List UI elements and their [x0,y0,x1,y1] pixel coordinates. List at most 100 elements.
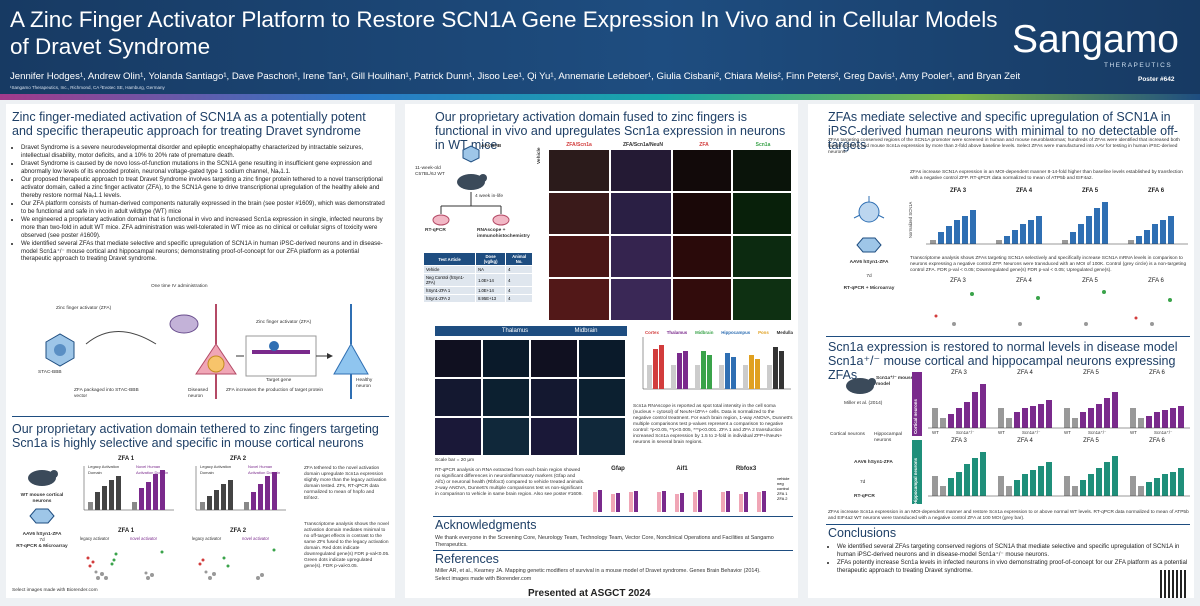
author-list: Jennifer Hodges¹, Andrew Olin¹, Yolanda … [10,71,1020,82]
x-group-label: Scn1a⁺/⁻ [1154,430,1173,435]
micro-panels [549,150,793,322]
mechanism-illustration [45,304,369,399]
flow-step: RT-qPCR & Microarray [16,544,68,549]
list-item: We identified several ZFAs that mediate … [21,240,390,263]
ipsc-workflow: AAV6 hSyn1-ZFA 7d RT-qPCR + Microarray [834,194,904,334]
chart-title: ZFA 5 [1081,188,1099,194]
neuron-icon [853,196,885,223]
ipsc-intro-text: ZFAs targeting conserved regions of the … [828,138,1180,155]
micro-panel [611,236,671,277]
section-divider [12,416,389,417]
chart-title: ZFA 3 [949,188,967,194]
volcano-label: legacy activator [192,536,222,541]
section-divider [433,550,793,551]
micro-panel [673,193,731,234]
section-divider [826,336,1190,337]
intro-bullet-list: Dravet Syndrome is a severe neurodevelop… [12,144,390,264]
micro-panel [531,418,577,455]
list-item: ZFAs potently increase Scn1a levels in i… [837,559,1188,574]
qpcr-bars [593,490,766,512]
volcano-label: legacy activator [80,536,110,541]
ipsc-bar-charts: ZFA 3 ZFA 4 ZFA 5 ZFA 6 Normalized SCN1A [908,188,1192,254]
region-bars [642,337,791,390]
chart-title: ZFA 3 [951,438,967,444]
micro-panel [435,418,481,455]
micro-panel [673,236,731,277]
micro-header: ZFA/Scn1a/NeuN [622,142,663,148]
chart-title: ZFA 4 [1015,188,1033,194]
chart-legend-left: Legacy Activation Domain [200,464,232,475]
footnote: Select images made with Biorender.com [12,588,98,593]
chart-title: ZFA 5 [1083,438,1099,444]
micro-panel [549,193,609,234]
legend-item: neg control [777,481,790,491]
chart-legend-right: Novel Human Activation Domain [136,464,169,475]
micro-panel [435,340,481,377]
table-header: Test Article [422,252,477,266]
ipsc-volcano-plots: ZFA 3 ZFA 4 ZFA 5 ZFA 6 [910,278,1192,332]
flow-step: Miller et al. (2014) [844,401,883,406]
diagram-label-target-gene: Target gene [266,378,292,383]
list-item: Dravet Syndrome is caused by de novo los… [21,160,390,175]
chart-title: ZFA 2 [229,456,247,462]
legend-item: vehicle [777,476,790,481]
flow-label-rnascope: RNAscope + immunohistochemistry [477,228,530,239]
selectivity-text-1: ZFA tethered to the novel activation dom… [304,466,387,501]
x-group-label: WT [998,430,1005,435]
reference-text: Miller AR, et al., Kearney JA. Mapping g… [435,568,761,574]
region-label: Medulla [776,330,793,335]
section-title-conclusions: Conclusions [828,526,897,540]
table-cell: 4 [505,294,533,303]
table-cell: 4 [505,265,533,274]
flow-step: AAV6 hSyn1-ZFA [849,260,889,265]
list-item: We engineered a proprietary activation d… [21,216,390,239]
table-cell: 1.0E+14 [475,286,507,295]
region-header-midbrain: Midbrain [545,326,627,336]
region-bar-chart: Cortex Thalamus Midbrain Hippocampus Pon… [633,330,793,400]
dosing-table: Test Article Dose (vg/kg) Animal No. Veh… [422,252,533,303]
chart-zfa1-activation: ZFA 1 Legacy Activation Domain Novel Hum… [76,456,176,522]
micro-panel [733,150,791,191]
list-item: Our ZFA platform consists of human-deriv… [21,200,390,215]
qpcr-text: RT-qPCR analysis on RNA extracted from e… [435,468,585,497]
flow-step: WT mouse cortical neurons [20,493,64,504]
micro-panel [483,379,529,416]
conclusions-list: We identified several ZFAs targeting con… [828,543,1188,575]
diagram-label-packaged: ZFA packaged into STAC-BBB vector [74,388,139,399]
volcano-label: novel activator [130,536,157,541]
micro-panel [611,193,671,234]
chart-title: Rbfox3 [735,466,757,472]
flow-step: 7d [866,274,872,279]
table-row: Vehicle NA 4 [422,265,533,274]
list-item: We identified several ZFAs targeting con… [837,543,1188,558]
micro-header: ZFA/Scn1a [566,142,592,148]
y-axis-label: Normalized SCN1A [908,201,913,238]
row-band-hippocampal [912,440,922,504]
table-row: hSyn1-ZFA 1 1.0E+14 4 [422,286,533,295]
qpcr-legend: vehicle neg control ZFA 1 ZFA 2 [777,476,793,501]
sangamo-logo: Sangamo THERAPEUTICS [1012,18,1192,69]
mouse-icon [846,378,876,394]
aav-icon [856,237,882,253]
region-label: Hippocampus [721,330,751,335]
row-label: Hippocampal neurons [913,457,918,504]
x-group-label: Scn1a⁺/⁻ [1088,430,1107,435]
section-divider [433,516,793,517]
chart-title: ZFA 4 [1017,438,1033,444]
region-bar-legend: Cortex Thalamus Midbrain Hippocampus Pon… [633,330,793,335]
flow-label-aav: AAV.9HB [481,144,502,149]
chart-legend-left: Legacy Activation Domain [88,464,120,475]
micro-panel [733,279,791,320]
section-title-selectivity: Our proprietary activation domain tether… [12,422,379,450]
diagram-label-diseased: Diseased neuron [188,388,208,399]
chart-title: ZFA 6 [1149,370,1165,376]
chart-title: ZFA 5 [1082,278,1098,284]
qr-code-icon [1160,570,1188,598]
volcano-scatter [86,548,276,580]
row-label: Cortical neurons [913,399,918,434]
flow-step: AAV6 hSyn1-ZFA [854,460,893,465]
chart-title: ZFA 1 [117,528,135,534]
poster-title: A Zinc Finger Activator Platform to Rest… [10,7,998,59]
flow-label-weeks: 4 week in-life [475,194,503,199]
x-group-label: Scn1a⁺/⁻ [1022,430,1041,435]
